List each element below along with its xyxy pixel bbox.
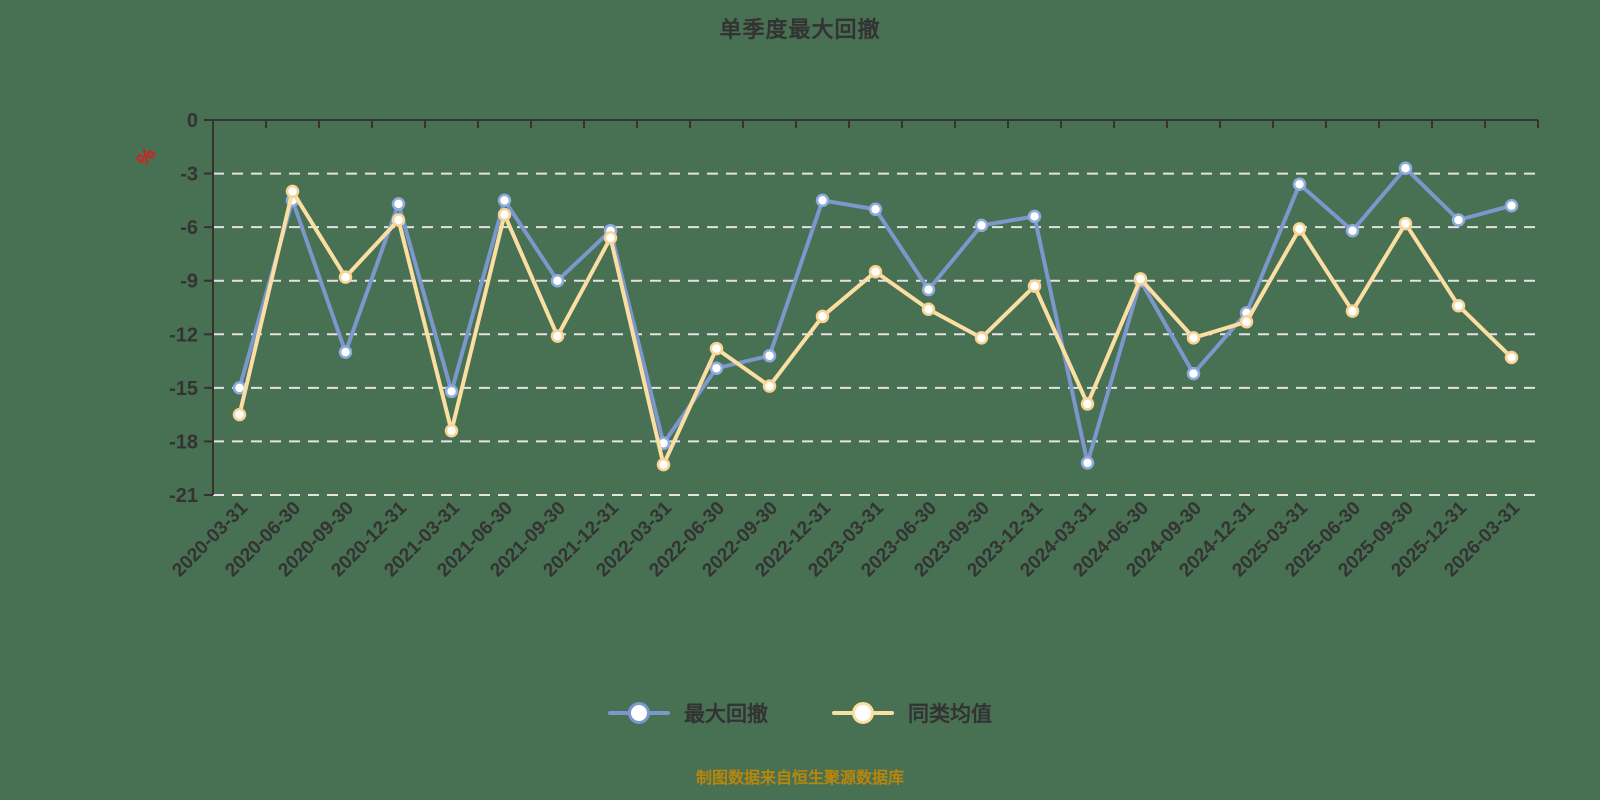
data-point — [550, 329, 565, 343]
x-axis-labels: 2020-03-312020-06-302020-09-302020-12-31… — [168, 497, 1524, 581]
data-point — [1239, 315, 1254, 329]
grid-lines — [213, 172, 1538, 496]
data-point — [1186, 366, 1201, 381]
data-point — [1504, 198, 1519, 213]
data-point — [656, 457, 671, 472]
data-point — [1451, 213, 1466, 227]
chart-legend: 最大回撤 同类均值 — [0, 698, 1600, 728]
y-axis-label: 0 — [187, 110, 198, 132]
data-point — [1292, 177, 1307, 192]
data-point — [1080, 397, 1095, 411]
y-axis-label: -9 — [180, 271, 198, 293]
data-point — [497, 207, 512, 222]
data-point — [815, 309, 830, 324]
data-point — [1027, 209, 1042, 224]
y-axis-label: -12 — [169, 324, 198, 346]
data-point — [232, 407, 247, 422]
data-point — [444, 384, 459, 399]
data-point — [1133, 272, 1148, 286]
series-peer-average — [232, 184, 1519, 472]
data-point — [1080, 456, 1095, 470]
data-point — [1186, 331, 1201, 345]
data-point — [709, 361, 724, 375]
data-point — [550, 273, 565, 288]
data-point — [868, 265, 883, 279]
legend-item-peer-average[interactable]: 同类均值 — [832, 698, 992, 728]
data-point — [285, 184, 300, 199]
data-point — [1451, 298, 1466, 313]
data-point — [921, 282, 936, 297]
data-point — [603, 231, 618, 245]
data-point — [709, 341, 724, 356]
y-axis-label: -3 — [180, 164, 198, 186]
data-point — [1398, 216, 1413, 231]
data-point — [1345, 223, 1360, 238]
data-point — [974, 331, 989, 345]
legend-dot-blue — [628, 702, 650, 724]
data-point — [497, 193, 512, 208]
peer-average-line-icon — [832, 702, 894, 724]
legend-dot-yellow — [852, 702, 874, 724]
data-point — [338, 345, 353, 359]
page-title: 单季度最大回撤 — [719, 17, 881, 42]
drawdown-line-chart: 0 -3 -6 -9 -12 -15 -18 -212020-03-312020-06-302… — [168, 110, 1539, 581]
data-point — [1398, 161, 1413, 175]
axes: 0 -3 -6 -9 -12 -15 -18 -21 — [169, 110, 1539, 507]
data-point — [974, 218, 989, 233]
data-point — [815, 193, 830, 208]
y-axis-label: -15 — [169, 378, 198, 400]
legend-label-peer-average: 同类均值 — [908, 703, 992, 726]
data-point — [1345, 304, 1360, 318]
legend-item-max-drawdown[interactable]: 最大回撤 — [608, 698, 768, 728]
y-axis-label: -18 — [169, 431, 198, 453]
data-point — [1504, 350, 1519, 365]
legend-label-max-drawdown: 最大回撤 — [684, 703, 768, 726]
data-point — [444, 423, 459, 438]
data-point — [391, 197, 406, 211]
y-axis-label: -6 — [180, 217, 198, 239]
y-axis-label: -21 — [169, 485, 198, 507]
data-point — [921, 302, 936, 317]
series-line — [237, 189, 1514, 467]
max-drawdown-line-icon — [608, 702, 670, 724]
data-point — [1027, 279, 1042, 293]
data-point — [762, 379, 777, 393]
data-point — [762, 348, 777, 363]
data-point — [338, 270, 353, 284]
series-max-drawdown — [232, 161, 1519, 470]
data-point — [391, 213, 406, 227]
data-source-note: 制图数据来自恒生聚源数据库 — [695, 770, 904, 787]
data-point — [868, 202, 883, 217]
data-point — [1292, 222, 1307, 236]
